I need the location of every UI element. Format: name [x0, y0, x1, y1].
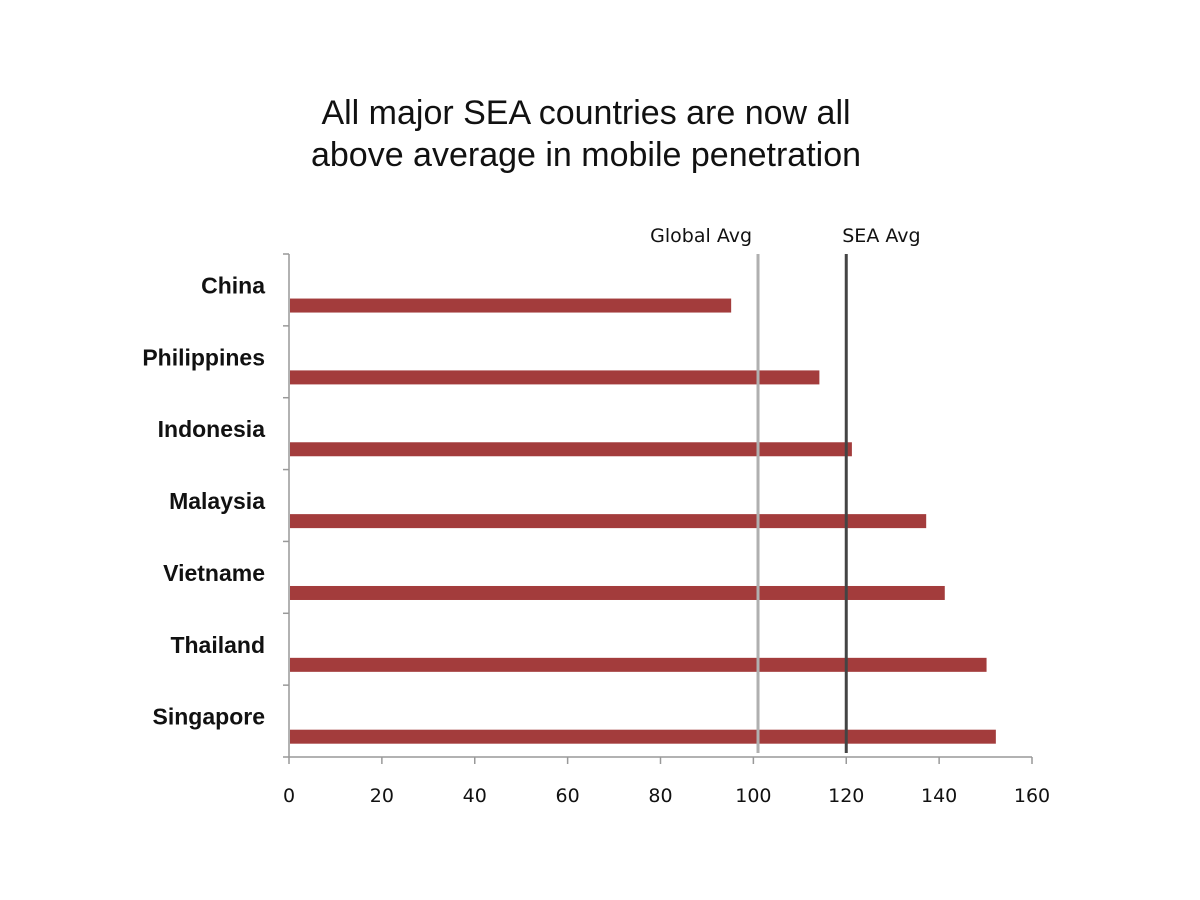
bar-philippines: [290, 370, 820, 385]
x-tick-label: 140: [921, 785, 957, 807]
x-tick-label: 120: [828, 785, 864, 807]
bar-malaysia: [290, 514, 927, 529]
category-label: Indonesia: [158, 416, 266, 442]
category-label: Singapore: [153, 704, 265, 730]
category-label: Thailand: [170, 632, 265, 658]
x-tick-label: 160: [1014, 785, 1050, 807]
category-label: China: [201, 273, 265, 299]
chart-title-line-2: above average in mobile penetration: [310, 136, 862, 174]
chart-bars: [290, 298, 996, 744]
x-tick-label: 20: [370, 785, 394, 807]
category-label: Vietname: [163, 560, 265, 586]
x-tick-labels: 0 20 40 60 80 100 120 140 160: [283, 785, 1050, 807]
reference-label: SEA Avg: [842, 225, 920, 247]
x-tick-label: 0: [283, 785, 295, 807]
bar-vietname: [290, 585, 945, 600]
bar-china: [290, 298, 732, 313]
x-tick-label: 100: [735, 785, 771, 807]
x-tick-label: 80: [648, 785, 672, 807]
chart-axes: [283, 253, 1033, 764]
x-tick-label: 60: [556, 785, 580, 807]
category-label: Malaysia: [169, 488, 265, 514]
bar-indonesia: [290, 442, 852, 457]
category-labels: China Philippines Indonesia Malaysia Vietnam…: [142, 273, 265, 730]
category-label: Philippines: [142, 344, 265, 370]
reference-label: Global Avg: [650, 225, 752, 247]
bar-singapore: [290, 729, 996, 744]
reference-lines: Global Avg SEA Avg: [650, 225, 921, 753]
x-tick-label: 40: [463, 785, 487, 807]
chart-title: All major SEA countries are now all abov…: [0, 92, 1172, 176]
chart-title-line-1: All major SEA countries are now all: [321, 94, 851, 132]
bar-thailand: [290, 657, 987, 672]
